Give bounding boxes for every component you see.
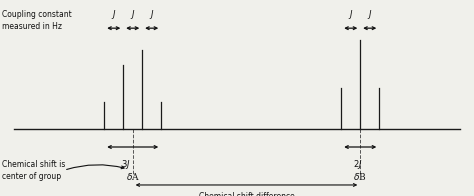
Text: $J$: $J$ (367, 8, 373, 21)
Text: $\delta$A: $\delta$A (126, 172, 140, 182)
Text: Chemical shift difference: Chemical shift difference (199, 192, 294, 196)
Text: $2J$: $2J$ (353, 158, 363, 171)
Text: Coupling constant
measured in Hz: Coupling constant measured in Hz (2, 10, 72, 31)
Text: $J$: $J$ (348, 8, 354, 21)
Text: Chemical shift is
center of group: Chemical shift is center of group (2, 161, 66, 181)
Text: $J$: $J$ (130, 8, 136, 21)
Text: $\delta$B: $\delta$B (354, 172, 367, 182)
Text: $J$: $J$ (111, 8, 117, 21)
Text: $J$: $J$ (149, 8, 155, 21)
Text: $3J$: $3J$ (121, 158, 130, 171)
